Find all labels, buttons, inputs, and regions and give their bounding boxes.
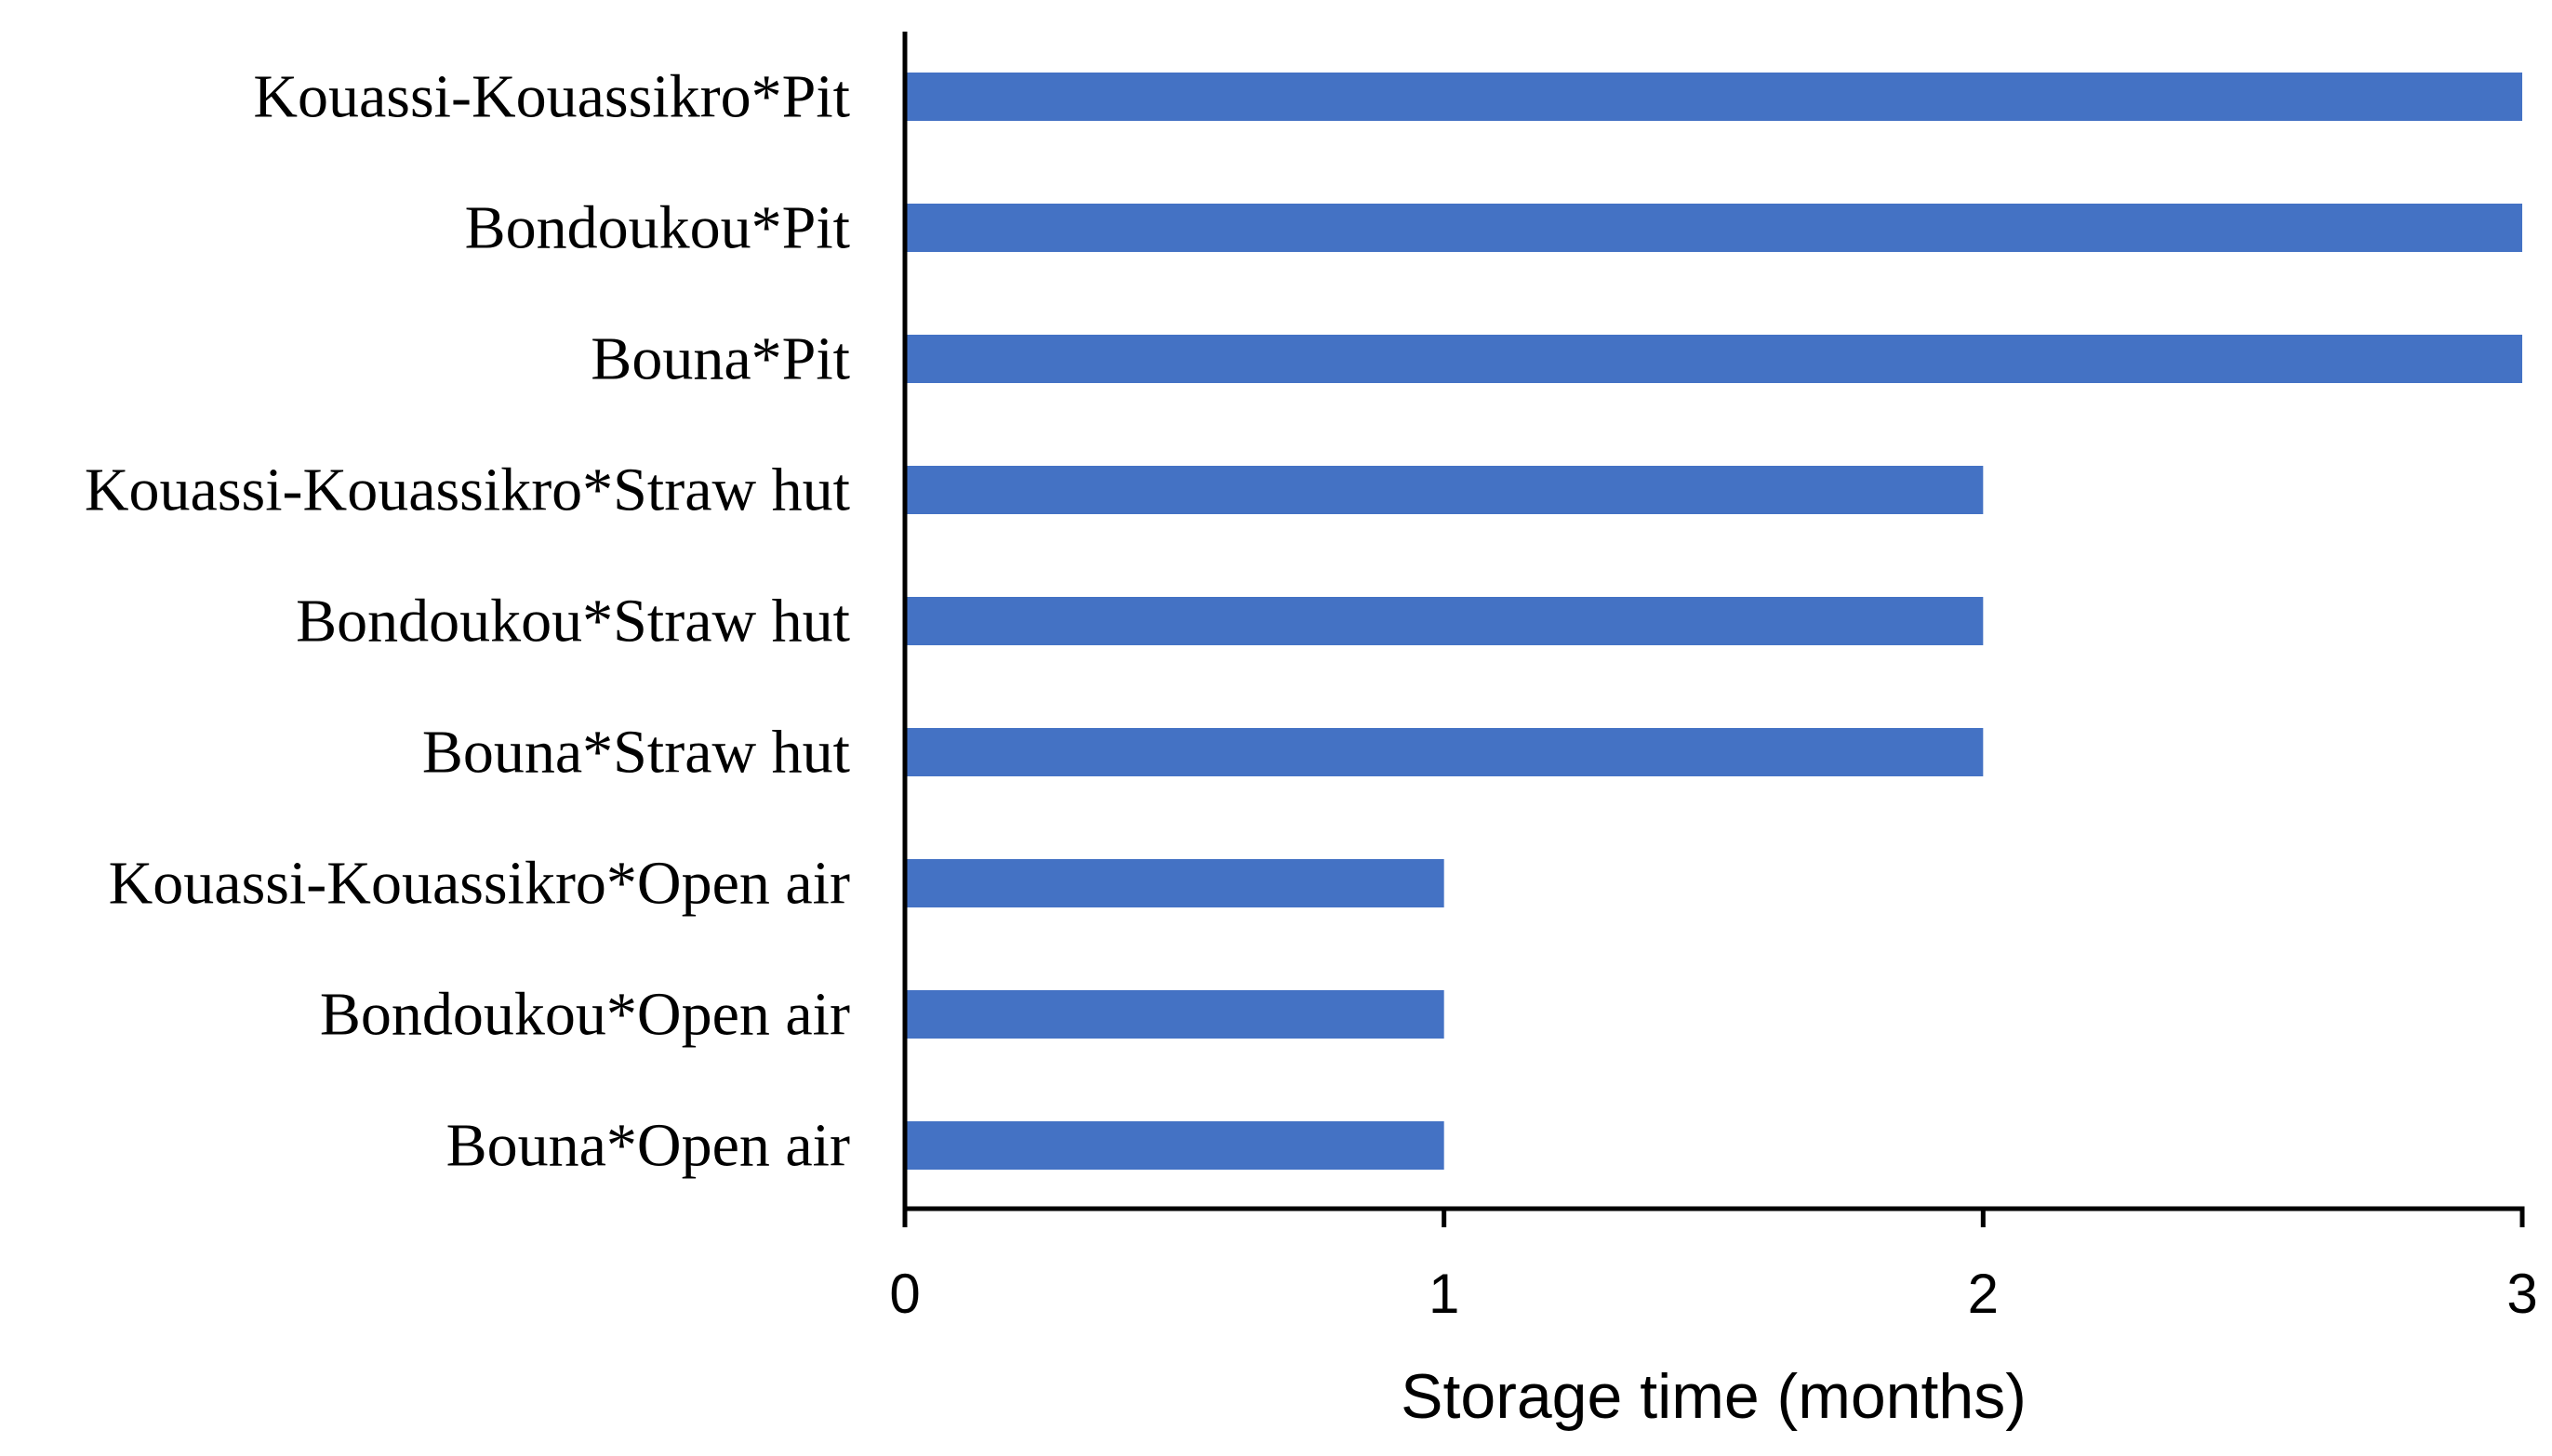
bar-6 bbox=[905, 859, 1444, 907]
bar-5 bbox=[905, 728, 1984, 776]
category-labels-group: Kouassi-Kouassikro*Pit Bondoukou*Pit Bouna… bbox=[85, 63, 850, 1180]
x-tick-label-2: 2 bbox=[1968, 1263, 1999, 1325]
category-label-4: Bondoukou*Straw hut bbox=[296, 588, 850, 655]
category-label-0: Kouassi-Kouassikro*Pit bbox=[253, 63, 850, 131]
category-label-6: Kouassi-Kouassikro*Open air bbox=[109, 850, 850, 918]
bar-1 bbox=[905, 204, 2522, 252]
x-ticks-group: 0 1 2 3 bbox=[889, 1209, 2538, 1325]
category-label-7: Bondoukou*Open air bbox=[320, 981, 850, 1049]
bar-2 bbox=[905, 335, 2522, 383]
category-label-2: Bouna*Pit bbox=[591, 325, 850, 393]
x-tick-label-1: 1 bbox=[1429, 1263, 1459, 1325]
category-label-8: Bouna*Open air bbox=[446, 1112, 850, 1180]
x-axis-title: Storage time (months) bbox=[1401, 1361, 2027, 1432]
bar-4 bbox=[905, 597, 1984, 645]
bars-group bbox=[905, 73, 2522, 1170]
x-tick-label-0: 0 bbox=[889, 1263, 920, 1325]
bar-0 bbox=[905, 73, 2522, 121]
bar-3 bbox=[905, 466, 1984, 514]
bar-8 bbox=[905, 1121, 1444, 1170]
category-label-1: Bondoukou*Pit bbox=[465, 194, 850, 262]
category-label-5: Bouna*Straw hut bbox=[422, 719, 850, 787]
category-label-3: Kouassi-Kouassikro*Straw hut bbox=[85, 457, 850, 524]
x-tick-label-3: 3 bbox=[2506, 1263, 2537, 1325]
bar-7 bbox=[905, 990, 1444, 1039]
